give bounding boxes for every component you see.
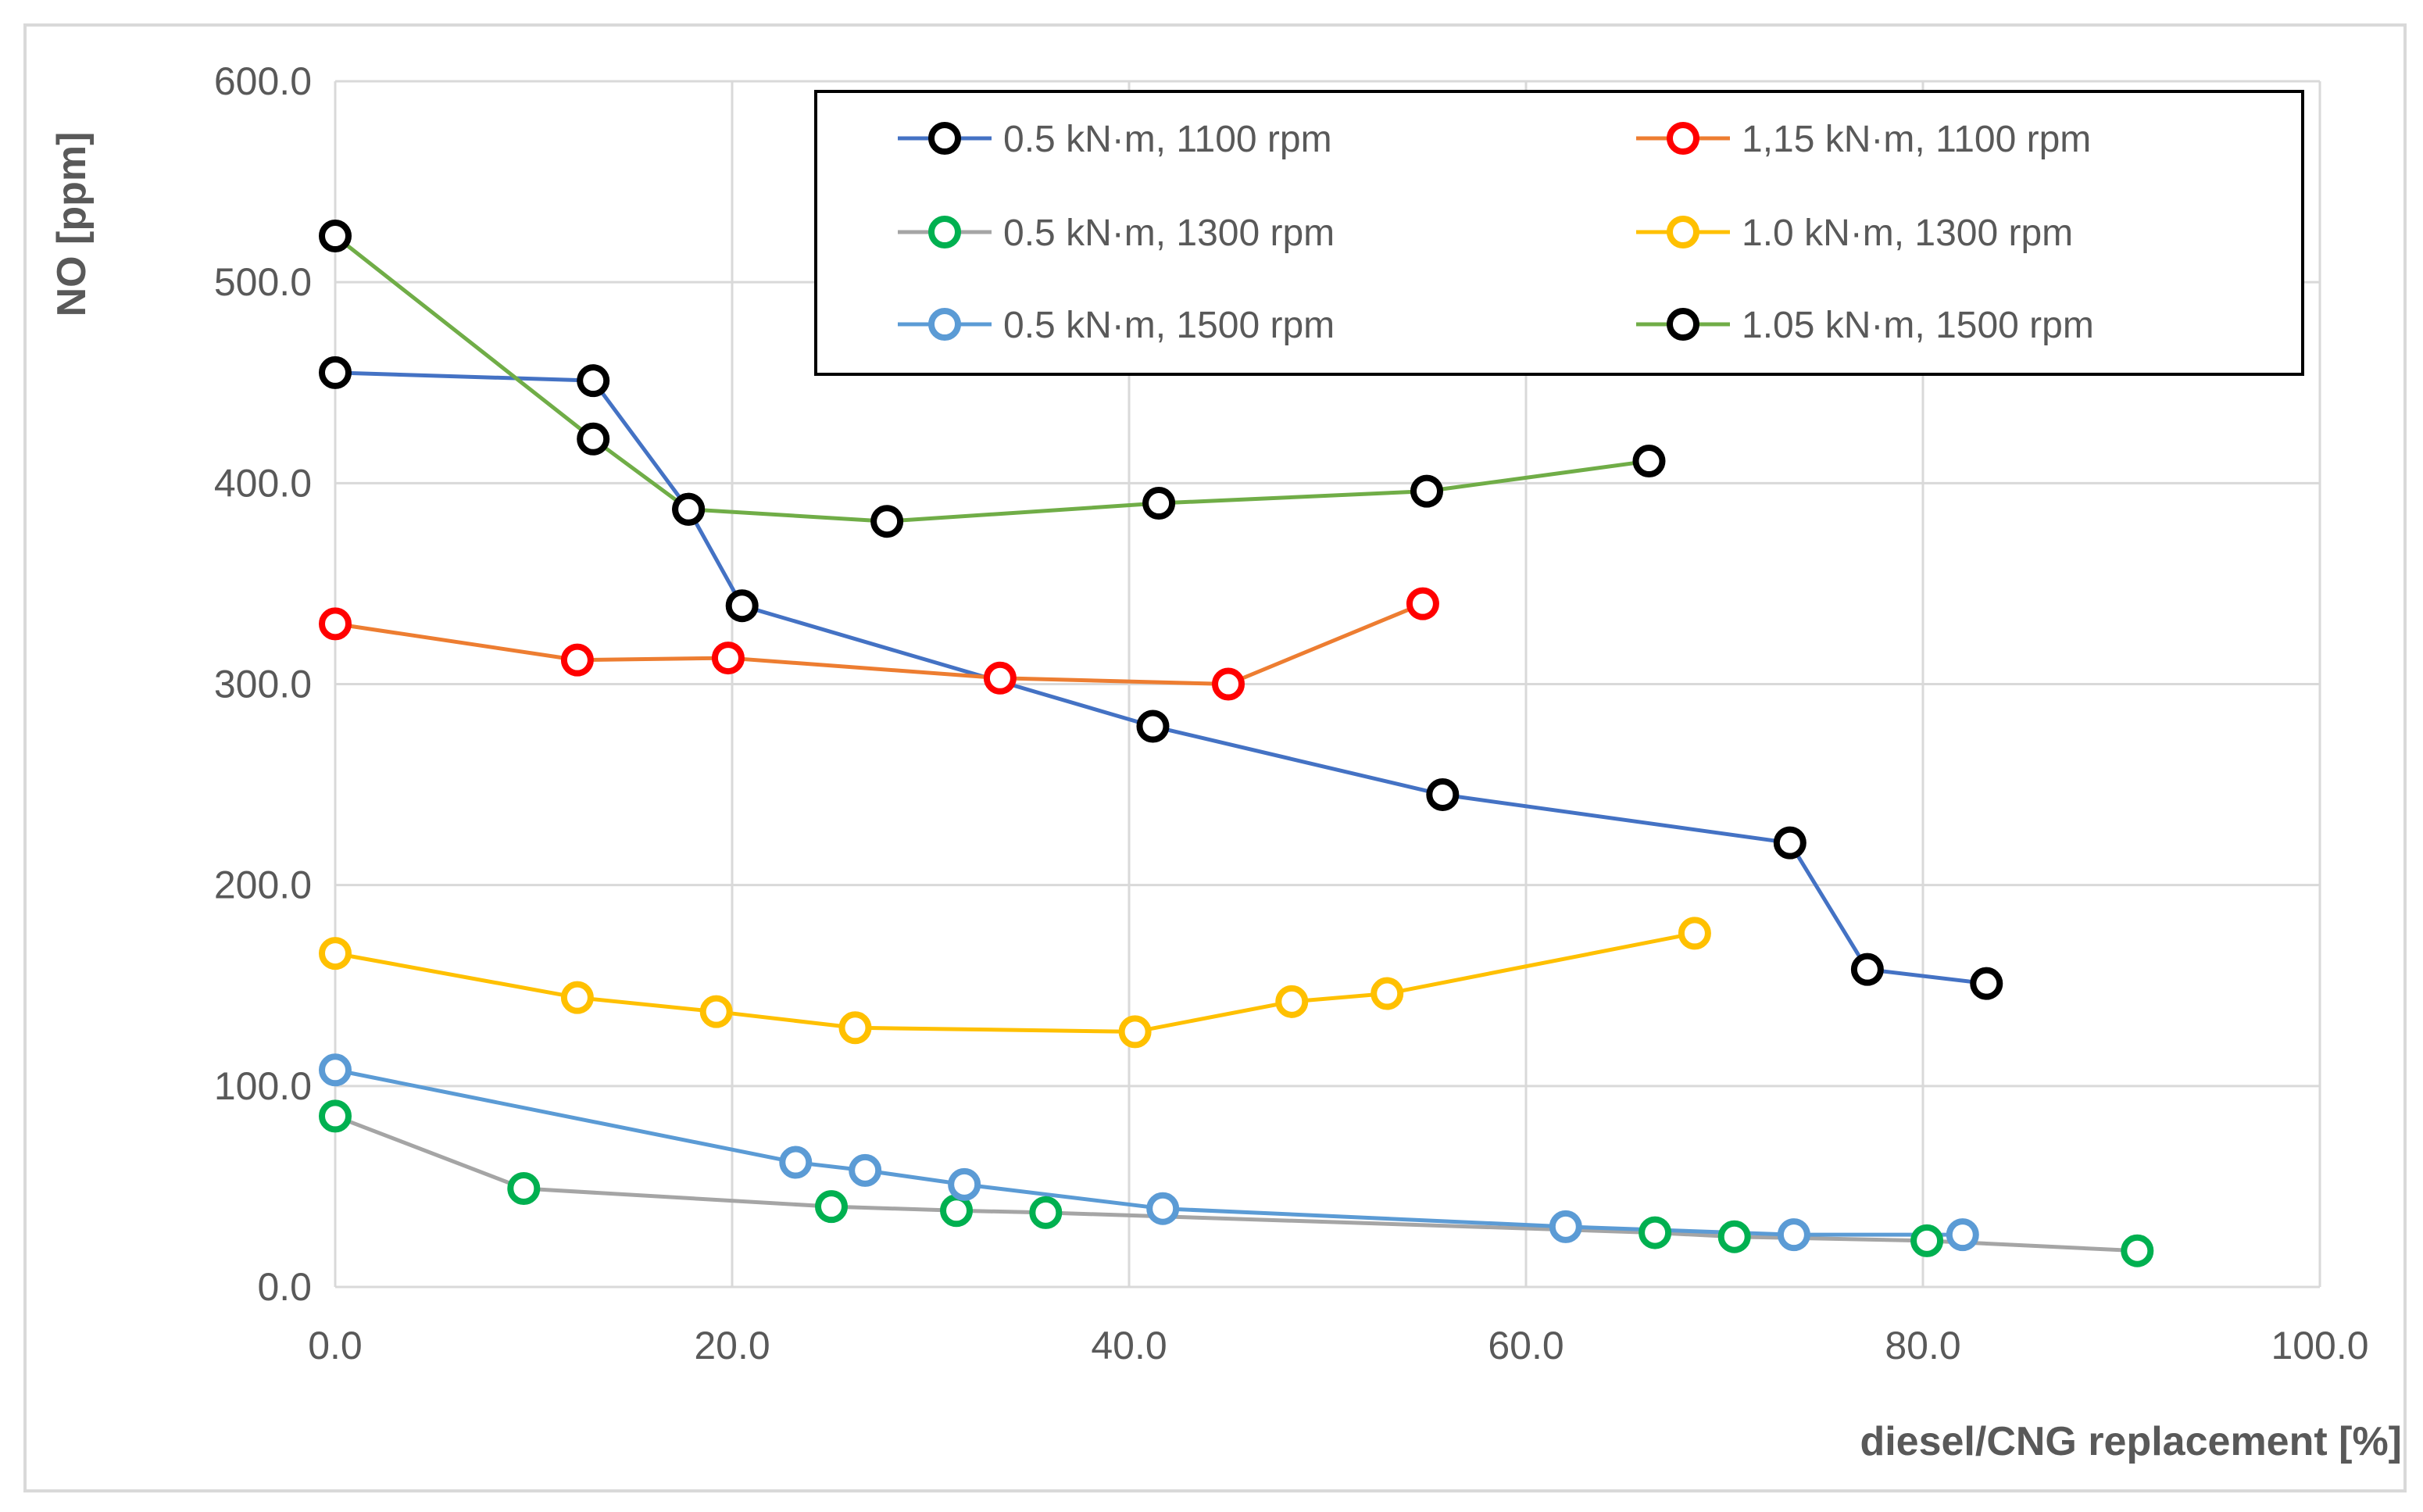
data-point (1632, 445, 1666, 478)
x-axis-title: diesel/CNG replacement [%] (1860, 1419, 2402, 1464)
legend-label-2: 1,15 kN·m, 1100 rpm (1742, 119, 2091, 160)
data-point (319, 1053, 352, 1087)
data-point (1426, 777, 1460, 811)
data-point (1639, 1216, 1672, 1249)
legend-marker-1 (928, 122, 961, 155)
data-point (319, 1099, 352, 1133)
series-line-3 (334, 1114, 2138, 1253)
data-point (1136, 710, 1170, 743)
y-tick-label: 0.0 (257, 1265, 312, 1309)
data-point (2121, 1234, 2154, 1267)
data-point (1371, 977, 1404, 1010)
data-point (725, 589, 759, 623)
data-point (1029, 1196, 1063, 1229)
x-tick-label: 100.0 (2271, 1324, 2368, 1367)
data-point (560, 643, 594, 677)
data-point (1777, 1218, 1810, 1252)
y-tick-label: 300.0 (214, 663, 312, 706)
legend-marker-3 (928, 216, 961, 248)
legend-marker-2 (1667, 122, 1699, 155)
data-point (1717, 1220, 1751, 1253)
data-point (849, 1153, 882, 1187)
data-point (711, 642, 745, 675)
y-tick-label: 400.0 (214, 461, 312, 505)
data-point (948, 1167, 981, 1201)
data-point (319, 220, 352, 253)
data-point (1970, 967, 2003, 1000)
legend-marker-5 (928, 308, 961, 341)
data-point (1118, 1015, 1152, 1049)
data-point (577, 422, 610, 456)
data-point (1212, 667, 1245, 701)
data-point (507, 1171, 541, 1205)
data-point (1406, 587, 1439, 620)
y-tick-label: 200.0 (214, 863, 312, 907)
data-point (577, 364, 610, 398)
axes: 0.0 100.0 200.0 300.0 400.0 500.0 600.0 0.0 20.0… (214, 59, 2369, 1367)
data-point (1850, 953, 1884, 986)
data-point (870, 505, 904, 538)
series-line-1 (334, 370, 1987, 986)
data-point (1410, 474, 1443, 508)
data-point (1146, 1192, 1180, 1225)
legend-label-1: 0.5 kN·m, 1100 rpm (1003, 119, 1332, 160)
y-axis-title: NO [ppm] (49, 132, 95, 317)
data-point (319, 937, 352, 970)
data-point (983, 661, 1017, 695)
data-point (1946, 1218, 1979, 1252)
legend-marker-6 (1667, 308, 1699, 341)
series-line-2 (334, 602, 1424, 686)
y-tick-label: 500.0 (214, 260, 312, 304)
data-point (319, 356, 352, 389)
data-point (1142, 487, 1176, 520)
data-point (672, 492, 706, 526)
data-point (1275, 985, 1309, 1018)
data-point (1773, 826, 1807, 860)
data-point (1910, 1224, 1944, 1257)
data-point (319, 607, 352, 641)
data-point (699, 995, 733, 1028)
data-point (1549, 1210, 1582, 1243)
data-point (838, 1011, 872, 1045)
data-point (1678, 917, 1711, 950)
data-point (940, 1194, 974, 1228)
legend-label-6: 1.05 kN·m, 1500 rpm (1742, 305, 2094, 346)
x-tick-label: 40.0 (1091, 1324, 1167, 1367)
data-point (815, 1190, 848, 1224)
y-tick-label: 600.0 (214, 59, 312, 103)
chart-frame: 0.0 100.0 200.0 300.0 400.0 500.0 600.0 0.0 20.0… (23, 23, 2407, 1492)
y-tick-label: 100.0 (214, 1064, 312, 1108)
x-tick-label: 20.0 (694, 1324, 770, 1367)
series (319, 220, 2154, 1267)
data-point (779, 1146, 813, 1179)
legend-marker-4 (1667, 216, 1699, 248)
legend: 0.5 kN·m, 1100 rpm 1,15 kN·m, 1100 rpm 0.5… (814, 90, 2304, 376)
legend-box (814, 90, 2304, 376)
legend-label-5: 0.5 kN·m, 1500 rpm (1003, 305, 1335, 346)
legend-label-3: 0.5 kN·m, 1300 rpm (1003, 213, 1335, 254)
chart: 0.0 100.0 200.0 300.0 400.0 500.0 600.0 0.0 20.0… (49, 59, 2402, 1464)
x-tick-label: 80.0 (1885, 1324, 1960, 1367)
x-tick-label: 0.0 (308, 1324, 363, 1367)
series-line-4 (334, 931, 1696, 1034)
data-point (560, 981, 594, 1014)
x-tick-label: 60.0 (1488, 1324, 1564, 1367)
legend-label-4: 1.0 kN·m, 1300 rpm (1742, 213, 2073, 254)
